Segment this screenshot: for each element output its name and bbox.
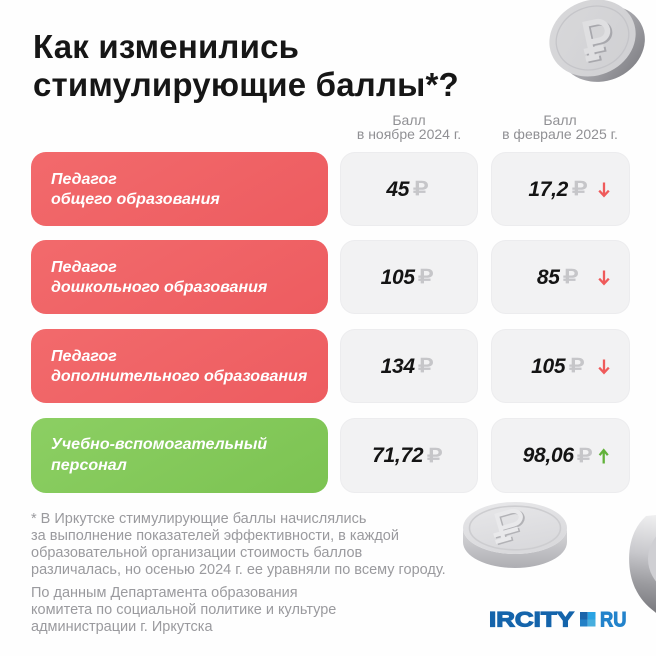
svg-text:RU: RU (600, 609, 627, 631)
svg-text:IRCITY: IRCITY (489, 609, 574, 631)
